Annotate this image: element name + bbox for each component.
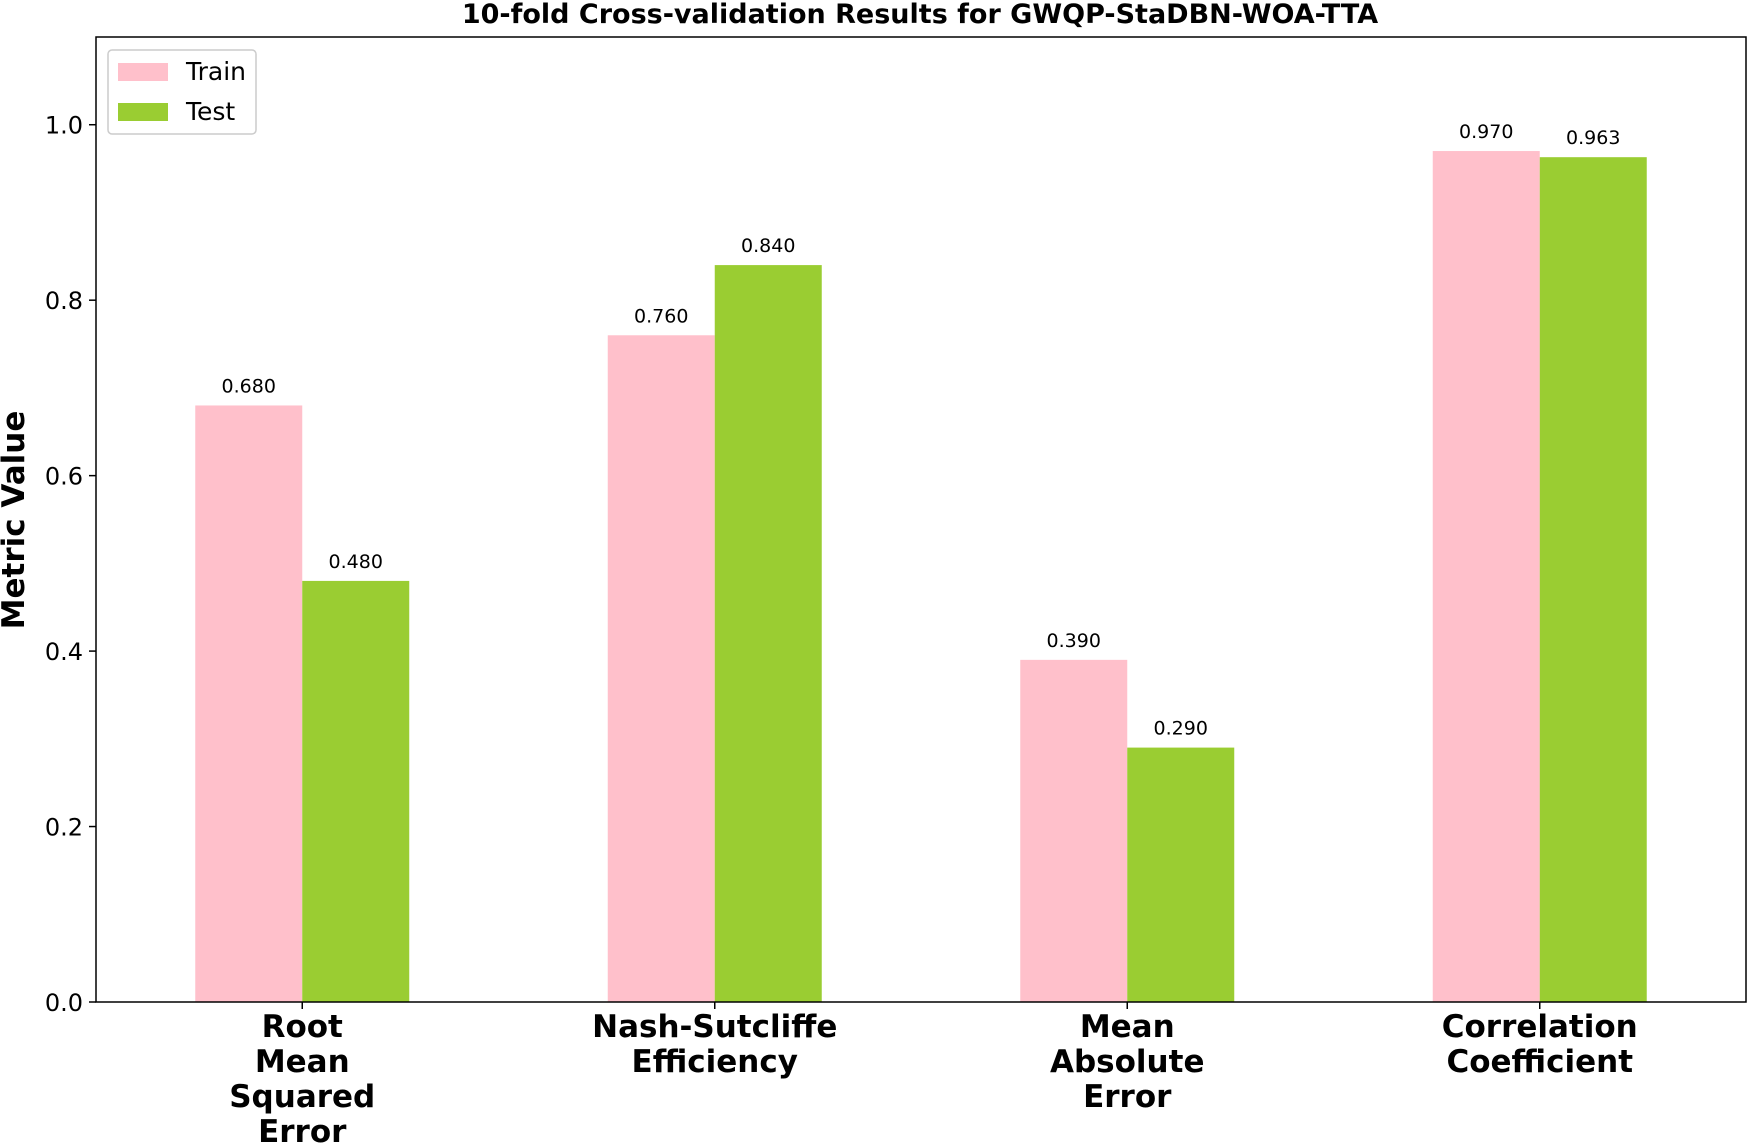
data-label-train-2: 0.390	[1047, 630, 1101, 652]
y-tick-label-3: 0.6	[45, 463, 83, 491]
plot-frame	[95, 36, 1747, 1003]
data-label-test-3: 0.963	[1566, 127, 1620, 149]
x-tick-label-3: Correlation Coefficient	[1442, 1009, 1638, 1080]
data-label-train-1: 0.760	[634, 305, 688, 327]
bar-test-3	[1539, 157, 1647, 1002]
y-axis-label: Metric Value	[0, 411, 32, 630]
y-tick-label-2: 0.4	[45, 638, 83, 666]
legend-label-train: Train	[185, 57, 246, 86]
data-label-test-1: 0.840	[741, 235, 795, 257]
chart-title: 10-fold Cross-validation Results for GWQ…	[462, 0, 1378, 30]
bars-layer	[195, 151, 1647, 1003]
legend-label-test: Test	[185, 97, 235, 126]
y-tick-label-1: 0.2	[45, 814, 83, 842]
bar-train-1	[607, 335, 715, 1003]
axes-layer: Root Mean Squared Error Nash-Sutcliffe Effici…	[45, 36, 1747, 1144]
x-tick-label-0: Root Mean Squared Error	[229, 1009, 375, 1144]
bar-test-1	[714, 265, 822, 1002]
data-label-train-3: 0.970	[1459, 121, 1513, 143]
data-label-train-0: 0.680	[222, 375, 276, 397]
data-labels-layer: 0.680 0.480 0.760 0.840 0.390 0.290 0.970 0.963	[222, 121, 1621, 740]
bar-train-2	[1020, 659, 1128, 1002]
bar-train-0	[195, 405, 303, 1002]
y-tick-label-0: 0.0	[45, 989, 83, 1017]
x-tick-label-1: Nash-Sutcliffe Efficiency	[592, 1009, 837, 1080]
bar-train-3	[1432, 151, 1540, 1002]
legend-swatch-train	[118, 63, 168, 81]
data-label-test-0: 0.480	[329, 551, 383, 573]
legend: Train Test	[107, 49, 257, 135]
bar-test-0	[302, 580, 410, 1002]
bar-test-2	[1127, 747, 1235, 1002]
x-tick-label-2: Mean Absolute Error	[1050, 1009, 1204, 1115]
legend-swatch-test	[118, 103, 168, 121]
data-label-test-2: 0.290	[1154, 718, 1208, 740]
y-tick-label-4: 0.8	[45, 287, 83, 315]
y-tick-label-5: 1.0	[45, 112, 83, 140]
